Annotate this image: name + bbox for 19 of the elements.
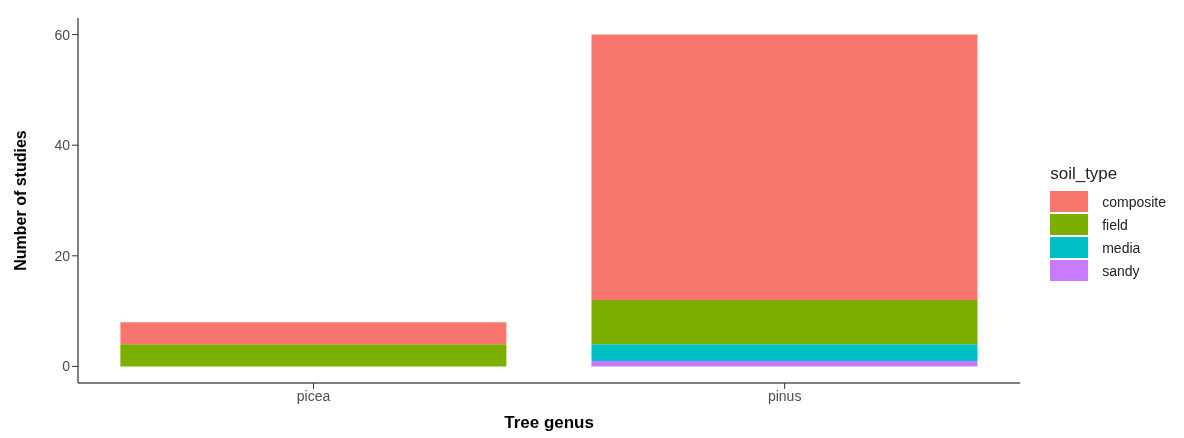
x-axis-title: Tree genus [504,413,594,432]
y-axis-title: Number of studies [11,130,29,271]
y-tick-label: 0 [62,358,71,375]
legend-label: field [1102,216,1128,233]
y-tick-label: 60 [54,26,71,43]
bar [591,300,978,345]
bar [120,322,507,345]
bar [591,360,978,367]
y-tick-label: 40 [54,137,71,154]
x-tick-label: picea [296,387,331,404]
legend-label: media [1102,239,1141,256]
legend-label: sandy [1102,262,1140,279]
bar [591,344,978,361]
bar [120,344,507,367]
bar [591,34,978,301]
y-tick-label: 20 [54,247,71,264]
legend-title: soil_type [1050,164,1119,184]
x-tick-label: pinus [767,387,802,404]
legend-label: composite [1102,193,1166,210]
